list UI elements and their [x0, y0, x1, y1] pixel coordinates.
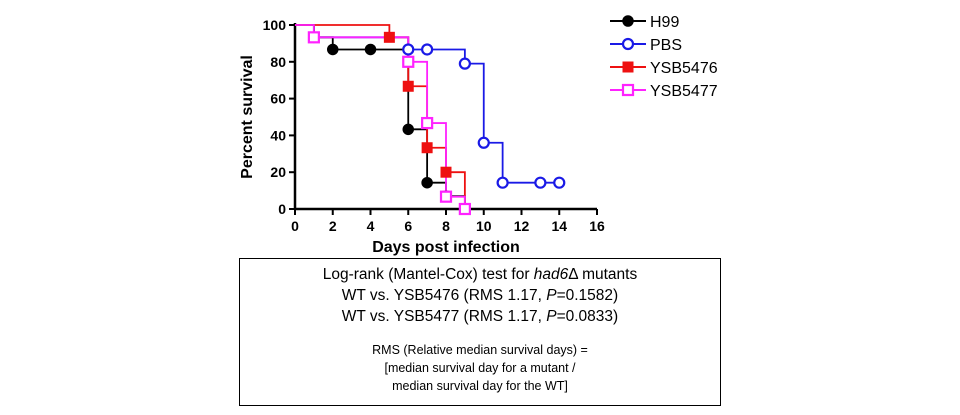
y-tick-label: 40 [270, 127, 286, 143]
statistics-box: Log-rank (Mantel-Cox) test for had6Δ mut… [239, 258, 721, 406]
data-point-pbs [458, 57, 471, 70]
x-tick-label: 10 [476, 218, 492, 234]
comparison-text: WT vs. YSB5476 (RMS 1.17, [341, 287, 547, 304]
y-tick-label: 80 [270, 54, 286, 70]
stats-title-suffix: Δ mutants [568, 266, 638, 283]
y-tick-label: 60 [270, 91, 286, 107]
data-point-ysb5477 [439, 190, 453, 203]
legend-label-ysb5477: YSB5477 [650, 83, 718, 100]
stats-title-prefix: Log-rank (Mantel-Cox) test for [322, 266, 534, 283]
data-point-pbs [496, 176, 509, 189]
rms-definition: RMS (Relative median survival days) = [m… [240, 341, 720, 395]
p-symbol: P [546, 287, 557, 304]
p-symbol: P [546, 308, 557, 325]
rms-line: median survival day for the WT] [392, 379, 568, 393]
data-point-pbs [421, 43, 434, 56]
y-axis-title: Percent survival [239, 55, 256, 179]
data-point-ysb5477 [307, 31, 320, 44]
comparison-line: WT vs. YSB5477 (RMS 1.17, P=0.0833) [240, 306, 720, 327]
p-value: =0.0833) [556, 308, 619, 325]
x-tick-label: 2 [329, 218, 337, 234]
legend-label-ysb5476: YSB5476 [650, 60, 718, 77]
x-tick-label: 6 [404, 218, 412, 234]
comparison-text: WT vs. YSB5477 (RMS 1.17, [341, 308, 547, 325]
legend-label-pbs: PBS [650, 37, 682, 54]
survival-chart: 0 20 40 60 80 100 0 2 4 6 8 10 12 14 16 Days post infec… [239, 14, 718, 256]
data-point-pbs [534, 176, 547, 189]
y-tick-label: 0 [278, 201, 286, 217]
p-value: =0.1582) [556, 287, 619, 304]
data-point-ysb5476 [421, 142, 433, 154]
x-tick-label: 8 [442, 218, 450, 234]
legend-marker-ysb5477 [621, 83, 635, 97]
comparison-line: WT vs. YSB5476 (RMS 1.17, P=0.1582) [240, 285, 720, 306]
x-tick-label: 16 [589, 218, 605, 234]
data-point-h99 [364, 43, 377, 56]
data-point-ysb5476 [440, 166, 452, 178]
rms-line: RMS (Relative median survival days) = [372, 343, 588, 357]
rms-line: [median survival day for a mutant / [384, 361, 576, 375]
legend-marker-pbs [621, 37, 635, 51]
legend-marker-h99 [622, 15, 634, 27]
x-tick-label: 12 [514, 218, 530, 234]
data-point-ysb5477 [421, 116, 434, 130]
x-tick-label: 4 [367, 218, 375, 234]
series-line-ysb5477 [295, 24, 466, 209]
data-point-h99 [402, 123, 414, 136]
data-point-ysb5476 [402, 80, 414, 92]
x-axis-title: Days post infection [372, 239, 520, 256]
data-point-pbs [553, 176, 566, 189]
data-point-ysb5477 [402, 55, 415, 68]
data-point-pbs [477, 136, 490, 149]
stats-title-gene: had6 [533, 266, 569, 283]
data-point-ysb5477 [458, 202, 471, 216]
data-point-h99 [421, 176, 433, 189]
x-tick-label: 0 [291, 218, 299, 234]
series-line-ysb5476 [295, 24, 466, 209]
y-tick-label: 20 [270, 164, 286, 180]
data-point-ysb5476 [383, 31, 395, 43]
series-line-h99 [295, 24, 466, 209]
stats-title: Log-rank (Mantel-Cox) test for had6Δ mut… [240, 264, 720, 285]
x-tick-label: 14 [551, 218, 567, 234]
data-point-h99 [327, 43, 339, 56]
legend-marker-ysb5476 [622, 61, 634, 73]
y-tick-label: 100 [263, 17, 287, 33]
legend-label-h99: H99 [650, 14, 679, 31]
data-point-pbs [402, 43, 415, 56]
